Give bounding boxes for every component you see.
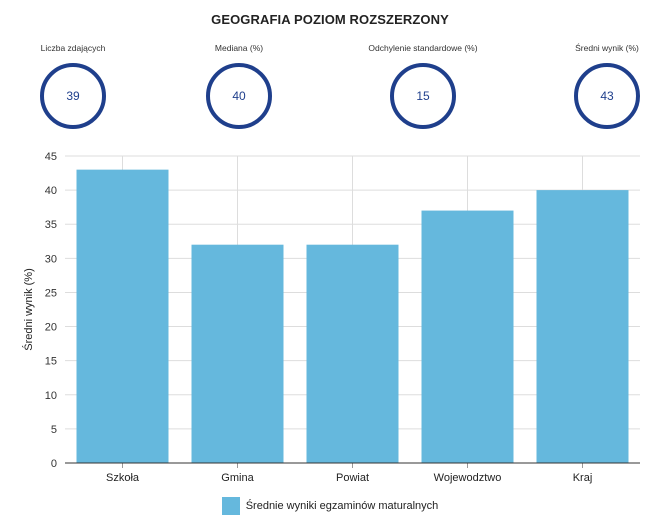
x-tick-label: Wojewodztwo (434, 472, 502, 484)
bar (191, 244, 284, 463)
legend: Średnie wyniki egzaminów maturalnych (0, 497, 660, 515)
legend-label: Średnie wyniki egzaminów maturalnych (245, 500, 439, 512)
stat-value: 39 (66, 89, 80, 103)
y-tick-label: 30 (45, 253, 57, 265)
bar-chart: 0 5 10 15 20 25 30 35 40 45 Szkoła Gmina Powiat Wojew… (22, 151, 640, 484)
y-tick-label: 15 (45, 356, 57, 368)
stat-value: 15 (416, 89, 430, 103)
bar (536, 190, 629, 463)
stat-sredni-wynik: Średni wynik (%) 43 (532, 42, 660, 129)
y-tick-label: 35 (45, 219, 57, 231)
x-tick-label: Szkoła (106, 472, 140, 484)
x-tick-label: Gmina (221, 472, 254, 484)
y-tick-label: 10 (45, 390, 57, 402)
stat-value: 43 (600, 89, 614, 103)
y-tick-label: 5 (51, 424, 57, 436)
bar (421, 210, 514, 463)
y-tick-label: 0 (51, 458, 57, 470)
x-tick-label: Powiat (336, 472, 369, 484)
stat-liczba-zdajacych: Liczba zdających 39 (0, 42, 148, 129)
stat-label: Odchylenie standardowe (%) (368, 43, 478, 53)
x-tick-label: Kraj (573, 472, 593, 484)
bar (76, 169, 169, 463)
stat-mediana: Mediana (%) 40 (164, 42, 314, 129)
legend-swatch (221, 497, 240, 515)
y-tick-label: 45 (45, 151, 57, 163)
y-axis-label: Średni wynik (%) (22, 268, 35, 351)
stat-value: 40 (232, 89, 246, 103)
stat-odchylenie: Odchylenie standardowe (%) 15 (348, 42, 498, 129)
stat-ring: 43 (574, 63, 640, 129)
stat-label: Mediana (%) (214, 43, 264, 53)
y-tick-label: 25 (45, 287, 57, 299)
stat-label: Liczba zdających (40, 43, 106, 53)
y-tick-label: 40 (45, 185, 57, 197)
stat-label: Średni wynik (%) (575, 43, 639, 53)
stat-ring: 15 (390, 63, 456, 129)
page-title: GEOGRAFIA POZIOM ROZSZERZONY (211, 12, 449, 27)
stat-ring: 40 (206, 63, 272, 129)
bar (306, 244, 399, 463)
stat-ring: 39 (40, 63, 106, 129)
y-tick-label: 20 (45, 322, 57, 334)
